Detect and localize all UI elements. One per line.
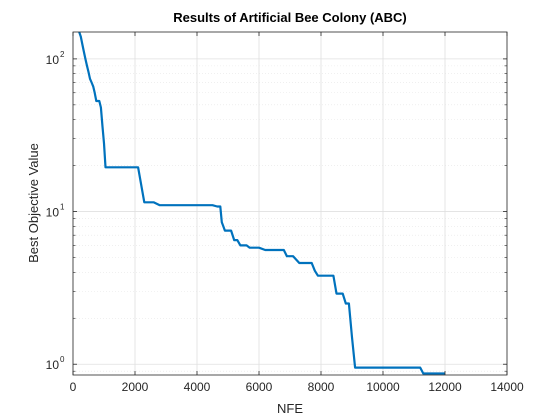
minor-grid	[73, 65, 507, 372]
y-tick-label: 10	[46, 358, 60, 372]
x-axis-label: NFE	[277, 401, 303, 416]
x-tick-label: 2000	[122, 380, 149, 394]
y-axis-label: Best Objective Value	[26, 143, 41, 263]
chart-title: Results of Artificial Bee Colony (ABC)	[173, 10, 407, 25]
y-tick-label: 10	[46, 53, 60, 67]
major-grid	[72, 32, 508, 375]
plot-area	[73, 32, 507, 375]
x-tick-label: 4000	[184, 380, 211, 394]
x-tick-label: 8000	[308, 380, 335, 394]
series-layer	[78, 32, 445, 375]
x-tick-label: 6000	[246, 380, 273, 394]
y-tick-label: 10	[46, 206, 60, 220]
y-tick-exponent: 2	[60, 50, 65, 59]
x-tick-label: 12000	[428, 380, 462, 394]
axes-box	[72, 31, 508, 376]
y-tick-exponent: 0	[60, 355, 65, 364]
x-tick-label: 14000	[490, 380, 524, 394]
x-tick-label: 10000	[366, 380, 400, 394]
series-line	[78, 32, 445, 375]
x-tick-label: 0	[70, 380, 77, 394]
y-tick-exponent: 1	[60, 203, 65, 212]
